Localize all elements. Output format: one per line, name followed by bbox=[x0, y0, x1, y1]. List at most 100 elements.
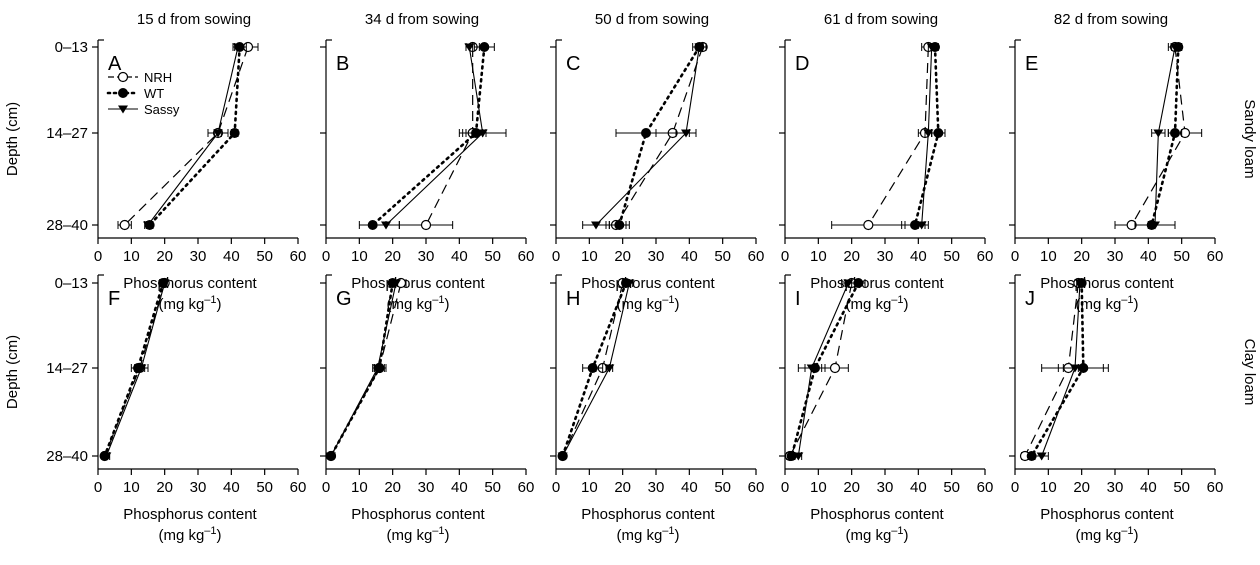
x-axis-unit: (mg kg–1) bbox=[386, 294, 449, 313]
panel-letter: F bbox=[108, 288, 120, 310]
data-point-wt bbox=[614, 220, 625, 230]
legend-marker-sassy bbox=[118, 105, 128, 114]
x-tick-label: 0 bbox=[322, 479, 330, 496]
x-tick-label: 60 bbox=[748, 248, 765, 265]
unit-text: (mg kg bbox=[386, 296, 432, 313]
unit-close: ) bbox=[904, 296, 909, 313]
column-title: 15 d from sowing bbox=[137, 11, 251, 28]
x-tick-label: 60 bbox=[518, 479, 535, 496]
x-tick-label: 40 bbox=[910, 479, 927, 496]
data-point-sassy bbox=[624, 279, 635, 288]
data-point-sassy bbox=[326, 452, 336, 461]
unit-text: (mg kg bbox=[616, 527, 662, 544]
data-point-sassy bbox=[604, 364, 615, 373]
data-point-sassy bbox=[1075, 279, 1085, 288]
unit-text: (mg kg bbox=[158, 296, 204, 313]
panel-letter: A bbox=[108, 53, 122, 75]
x-tick-label: 20 bbox=[1073, 248, 1090, 265]
legend-label-nrh: NRH bbox=[144, 70, 172, 85]
y-tick-label: 14–27 bbox=[46, 125, 88, 142]
x-axis-unit: (mg kg–1) bbox=[158, 525, 221, 544]
y-tick-label: 0–13 bbox=[55, 39, 88, 56]
x-tick-label: 50 bbox=[943, 248, 960, 265]
x-tick-label: 50 bbox=[943, 479, 960, 496]
unit-close: ) bbox=[904, 527, 909, 544]
panel: 0 10 20 30 40 50 60 D Phosphorus content (mg kg–1… bbox=[779, 39, 993, 313]
panel-letter: E bbox=[1025, 53, 1038, 75]
unit-close: ) bbox=[445, 527, 450, 544]
x-tick-label: 60 bbox=[1207, 479, 1224, 496]
x-tick-label: 20 bbox=[1073, 479, 1090, 496]
x-tick-label: 0 bbox=[552, 248, 560, 265]
unit-close: ) bbox=[1134, 527, 1139, 544]
data-point-nrh bbox=[863, 219, 874, 231]
series-line-nrh bbox=[867, 46, 929, 226]
data-point-sassy bbox=[793, 452, 804, 461]
x-axis-label: Phosphorus content bbox=[810, 506, 944, 523]
x-tick-label: 0 bbox=[94, 248, 102, 265]
panel-letter: D bbox=[795, 53, 809, 75]
x-tick-label: 50 bbox=[1173, 479, 1190, 496]
data-point-wt bbox=[229, 128, 240, 138]
series-line-wt bbox=[618, 45, 701, 227]
panel-letter: H bbox=[566, 288, 580, 310]
panel: 0 10 20 30 40 50 60 C Phosphorus content (mg kg–1… bbox=[550, 39, 765, 313]
data-point-sassy bbox=[477, 129, 488, 138]
x-tick-label: 50 bbox=[484, 248, 501, 265]
x-axis-unit: (mg kg–1) bbox=[386, 525, 449, 544]
data-point-sassy bbox=[233, 43, 243, 52]
x-tick-label: 30 bbox=[1107, 479, 1124, 496]
unit-superscript: –1 bbox=[432, 294, 444, 306]
x-tick-label: 60 bbox=[977, 479, 994, 496]
column-title: 50 d from sowing bbox=[595, 11, 709, 28]
x-tick-label: 40 bbox=[451, 479, 468, 496]
x-axis-unit: (mg kg–1) bbox=[1075, 525, 1138, 544]
unit-superscript: –1 bbox=[204, 294, 216, 306]
data-point-sassy bbox=[806, 364, 817, 373]
unit-close: ) bbox=[1134, 296, 1139, 313]
y-tick-label: 28–40 bbox=[46, 448, 88, 465]
unit-superscript: –1 bbox=[1121, 294, 1133, 306]
x-tick-label: 10 bbox=[810, 479, 827, 496]
x-tick-label: 60 bbox=[1207, 248, 1224, 265]
panel-letter: I bbox=[795, 288, 801, 310]
y-tick-label: 28–40 bbox=[46, 217, 88, 234]
x-tick-label: 30 bbox=[418, 479, 435, 496]
unit-text: (mg kg bbox=[616, 296, 662, 313]
unit-text: (mg kg bbox=[1075, 296, 1121, 313]
series-line-wt bbox=[371, 45, 486, 227]
y-tick-label: 14–27 bbox=[46, 360, 88, 377]
unit-text: (mg kg bbox=[845, 296, 891, 313]
x-tick-label: 60 bbox=[290, 248, 307, 265]
x-axis-unit: (mg kg–1) bbox=[616, 294, 679, 313]
x-tick-label: 10 bbox=[123, 479, 140, 496]
y-axis-label: Depth (cm) bbox=[4, 102, 21, 176]
unit-close: ) bbox=[217, 296, 222, 313]
x-tick-label: 0 bbox=[322, 248, 330, 265]
x-tick-label: 0 bbox=[1011, 479, 1019, 496]
unit-superscript: –1 bbox=[1121, 525, 1133, 537]
x-tick-label: 60 bbox=[290, 479, 307, 496]
data-point-nrh bbox=[119, 219, 130, 231]
x-axis-unit: (mg kg–1) bbox=[845, 294, 908, 313]
data-point-sassy bbox=[1170, 43, 1180, 52]
x-tick-label: 40 bbox=[910, 248, 927, 265]
x-axis-label: Phosphorus content bbox=[1040, 506, 1174, 523]
unit-close: ) bbox=[675, 527, 680, 544]
x-tick-label: 50 bbox=[714, 248, 731, 265]
x-axis-label: Phosphorus content bbox=[810, 275, 944, 292]
x-axis-unit: (mg kg–1) bbox=[845, 525, 908, 544]
x-axis-label: Phosphorus content bbox=[123, 506, 257, 523]
y-axis-label: Depth (cm) bbox=[4, 335, 21, 409]
unit-superscript: –1 bbox=[891, 525, 903, 537]
legend-label-wt: WT bbox=[144, 86, 164, 101]
x-tick-label: 50 bbox=[256, 248, 273, 265]
panel: 0 10 20 30 40 50 60 B Phosphorus content (mg kg–1… bbox=[320, 39, 534, 313]
x-tick-label: 0 bbox=[1011, 248, 1019, 265]
x-tick-label: 30 bbox=[877, 479, 894, 496]
data-point-sassy bbox=[923, 129, 934, 138]
series-line-nrh bbox=[615, 46, 704, 226]
